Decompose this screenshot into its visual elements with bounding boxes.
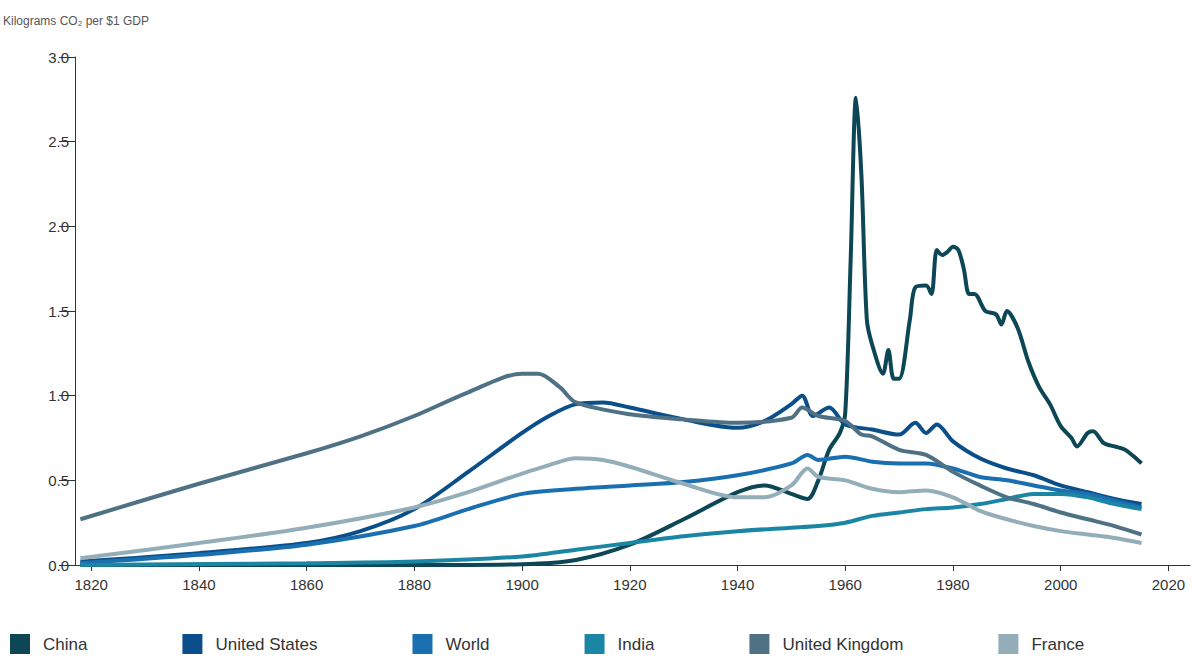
svg-text:1860: 1860 (290, 576, 323, 593)
svg-text:0.5: 0.5 (48, 472, 69, 489)
svg-text:1820: 1820 (74, 576, 107, 593)
svg-text:Kilograms CO₂ per $1 GDP: Kilograms CO₂ per $1 GDP (3, 14, 149, 28)
svg-text:1880: 1880 (398, 576, 431, 593)
svg-text:World: World (445, 635, 489, 654)
svg-text:1940: 1940 (721, 576, 754, 593)
svg-text:United States: United States (215, 635, 317, 654)
svg-text:1840: 1840 (182, 576, 215, 593)
svg-text:2.0: 2.0 (48, 218, 69, 235)
svg-text:0.0: 0.0 (48, 557, 69, 574)
svg-text:France: France (1031, 635, 1084, 654)
svg-text:China: China (43, 635, 88, 654)
svg-text:2000: 2000 (1044, 576, 1077, 593)
svg-text:2020: 2020 (1152, 576, 1185, 593)
svg-text:1980: 1980 (936, 576, 969, 593)
svg-text:1960: 1960 (829, 576, 862, 593)
svg-text:India: India (618, 635, 655, 654)
svg-text:1.5: 1.5 (48, 303, 69, 320)
svg-text:1.0: 1.0 (48, 387, 69, 404)
svg-text:3.0: 3.0 (48, 49, 69, 66)
svg-text:1900: 1900 (505, 576, 538, 593)
svg-text:2.5: 2.5 (48, 133, 69, 150)
svg-text:United Kingdom: United Kingdom (782, 635, 903, 654)
svg-text:1920: 1920 (613, 576, 646, 593)
